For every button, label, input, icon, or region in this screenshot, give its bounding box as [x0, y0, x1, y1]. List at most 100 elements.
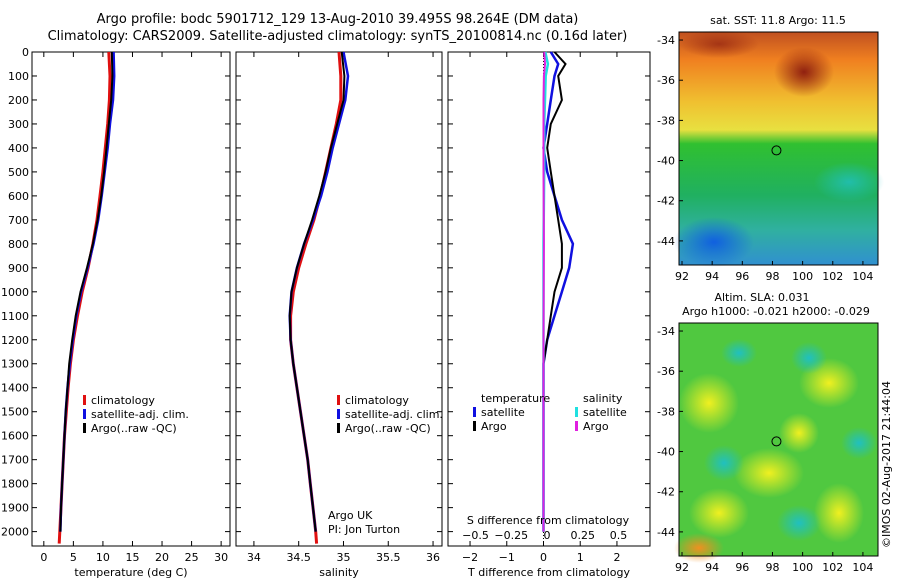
- map-y-tick-label: -36: [657, 74, 675, 87]
- annotation-pi: PI: Jon Turton: [328, 523, 400, 536]
- legend-label: Argo(..raw -QC): [91, 422, 177, 435]
- depth-tick-label: 100: [8, 70, 29, 83]
- depth-tick-label: 900: [8, 262, 29, 275]
- map-y-tick-label: -44: [657, 235, 675, 248]
- depth-tick-label: 400: [8, 142, 29, 155]
- x-tick-label: 2: [613, 551, 620, 564]
- legend-label: Argo(..raw -QC): [345, 422, 431, 435]
- x-tick-label: 30: [214, 551, 228, 564]
- title-line-1: Argo profile: bodc 5901712_129 13-Aug-20…: [96, 12, 579, 27]
- x-tick-label: 35: [336, 551, 350, 564]
- sla-high-patch: [734, 448, 804, 498]
- map-y-tick-label: -38: [657, 114, 675, 127]
- depth-tick-label: 1700: [1, 454, 29, 467]
- sla-high-patch: [779, 413, 819, 453]
- map-frame: [678, 31, 879, 266]
- depth-axis: 0 100 200 300 400 500 600 700 800 900 1000 1100 1200…: [1, 46, 29, 539]
- map-sla-title-1: Altim. SLA: 0.031: [714, 291, 809, 304]
- depth-tick-label: 1900: [1, 502, 29, 515]
- top-tick-label: 0.5: [610, 529, 628, 542]
- depth-tick-label: 700: [8, 214, 29, 227]
- map-y-tick-label: -34: [657, 34, 675, 47]
- map-y-tick-label: -34: [657, 325, 675, 338]
- x-tick-label: 36: [426, 551, 440, 564]
- title-line-2: Climatology: CARS2009. Satellite-adjuste…: [47, 29, 628, 44]
- map-sst-title: sat. SST: 11.8 Argo: 11.5: [710, 14, 846, 27]
- x-tick-label: −2: [462, 551, 478, 564]
- legend-header-temperature: temperature: [481, 392, 550, 405]
- map-sla-title-2: Argo h1000: -0.021 h2000: -0.029: [682, 305, 870, 318]
- annotation-argo-uk: Argo UK: [328, 509, 373, 522]
- legend-swatch: [575, 421, 578, 431]
- sla-low-patch: [841, 427, 877, 459]
- legend-label: satellite-adj. clim.: [345, 408, 443, 421]
- legend-swatch: [473, 421, 476, 431]
- x-axis-label: T difference from climatology: [467, 566, 630, 579]
- x-tick-label: 20: [155, 551, 169, 564]
- series-temperature-argo: [542, 51, 567, 532]
- legend-swatch: [473, 407, 476, 417]
- legend-swatch: [337, 395, 340, 405]
- x-tick-label: 10: [96, 551, 110, 564]
- panel-temperature: 0 5 10 15 20 25 30 temperature (deg C) climatolo…: [31, 51, 231, 579]
- depth-tick-label: 300: [8, 118, 29, 131]
- legend-swatch: [83, 423, 86, 433]
- depth-tick-label: 2000: [1, 526, 29, 539]
- legend-header-salinity: salinity: [583, 392, 623, 405]
- sla-high-patch: [679, 373, 739, 433]
- sla-low-patch: [777, 505, 821, 541]
- map-x-tick-label: 96: [735, 561, 749, 574]
- sst-cyan-patch: [814, 162, 884, 202]
- x-tick-label: 0: [540, 551, 547, 564]
- x-tick-label: 15: [125, 551, 139, 564]
- legend-label: satellite: [481, 406, 525, 419]
- depth-tick-label: 1000: [1, 286, 29, 299]
- sla-low-patch: [791, 342, 827, 374]
- legend-swatch: [575, 407, 578, 417]
- sla-high-patch: [814, 483, 864, 543]
- x-tick-label: 5: [70, 551, 77, 564]
- legend-label: Argo: [481, 420, 507, 433]
- top-tick-label: −0.25: [494, 529, 528, 542]
- map-frame: [678, 322, 879, 557]
- series-argo-raw-qc-: [288, 51, 346, 532]
- legend-swatch: [337, 409, 340, 419]
- x-tick-label: 34.5: [286, 551, 311, 564]
- x-tick-label: 25: [185, 551, 199, 564]
- depth-tick-label: 0: [22, 46, 29, 59]
- x-axis-label: temperature (deg C): [74, 566, 187, 579]
- x-axis-label: salinity: [319, 566, 359, 579]
- sst-cold-patch: [674, 217, 754, 267]
- map-x-tick-label: 98: [765, 561, 779, 574]
- depth-tick-label: 1100: [1, 310, 29, 323]
- legend-swatch: [83, 409, 86, 419]
- map-x-tick-label: 92: [675, 561, 689, 574]
- panel-frame-salinity: [235, 51, 443, 547]
- profile-location-marker: [771, 145, 782, 156]
- x-tick-label: 35.5: [376, 551, 401, 564]
- legend-label: climatology: [91, 394, 155, 407]
- depth-tick-label: 1400: [1, 382, 29, 395]
- map-x-tick-label: 94: [705, 561, 719, 574]
- map-x-tick-label: 100: [792, 561, 813, 574]
- map-y-tick-label: -44: [657, 526, 675, 539]
- x-tick-label: 1: [577, 551, 584, 564]
- profile-location-marker: [771, 436, 782, 447]
- series-salinity-argo: [542, 51, 547, 532]
- sst-warm-core: [774, 47, 834, 97]
- legend-label: satellite-adj. clim.: [91, 408, 189, 421]
- map-y-tick-label: -42: [657, 195, 675, 208]
- depth-tick-label: 600: [8, 190, 29, 203]
- legend-swatch: [83, 395, 86, 405]
- legend-swatch: [337, 423, 340, 433]
- panel-frame-difference: [447, 51, 651, 547]
- depth-tick-label: 200: [8, 94, 29, 107]
- depth-tick-label: 1500: [1, 406, 29, 419]
- depth-tick-label: 1600: [1, 430, 29, 443]
- map-y-tick-label: -42: [657, 486, 675, 499]
- panel-salinity: 34 34.5 35 35.5 36 salinity climatologysatelli…: [235, 51, 443, 579]
- sla-low-patch: [704, 445, 744, 481]
- x-tick-label: 34: [247, 551, 261, 564]
- map-y-tick-label: -38: [657, 405, 675, 418]
- sst-warm-band: [679, 30, 759, 58]
